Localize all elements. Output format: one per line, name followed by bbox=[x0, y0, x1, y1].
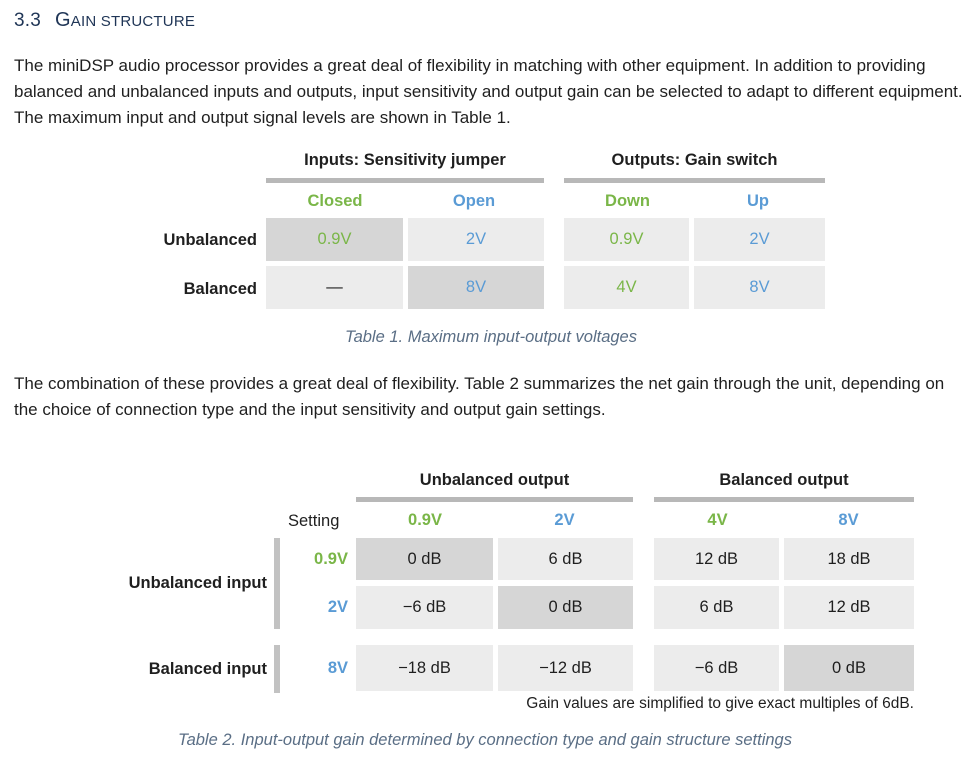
table2-unbalanced-bracket bbox=[274, 538, 280, 629]
table2-col-4v: 4V bbox=[707, 511, 728, 529]
table1-outputs-group-title: Outputs: Gain switch bbox=[611, 151, 778, 169]
table2-unbalanced-group-title: Unbalanced output bbox=[419, 471, 570, 489]
table2-sub-8v: 8V bbox=[327, 659, 348, 677]
table2-cell: 0 dB bbox=[356, 538, 493, 580]
table2-sub-2v: 2V bbox=[327, 598, 348, 616]
combination-paragraph: The combination of these provides a grea… bbox=[14, 374, 945, 419]
table2-cell: 0 dB bbox=[784, 645, 914, 691]
table2-cell: 12 dB bbox=[654, 538, 779, 580]
table2-setting-label: Setting bbox=[288, 512, 340, 530]
table2-cell: 0 dB bbox=[498, 586, 633, 629]
table2-cell: 18 dB bbox=[784, 538, 914, 580]
table2-col-8v: 8V bbox=[838, 511, 859, 529]
section-heading: 3.3 GAIN STRUCTURE bbox=[14, 9, 195, 32]
table1-outputs-group-rule bbox=[564, 178, 825, 183]
table1-cell: 0.9V bbox=[266, 218, 403, 261]
table2-row-unbalanced-input: Unbalanced input bbox=[128, 574, 267, 592]
table2-balanced-group-title: Balanced output bbox=[719, 471, 849, 489]
table1-col-open: Open bbox=[452, 192, 496, 210]
table2-cell: −12 dB bbox=[498, 645, 633, 691]
table2-cell: 12 dB bbox=[784, 586, 914, 629]
table1-row-balanced: Balanced bbox=[183, 280, 257, 298]
table1-cell: — bbox=[266, 266, 403, 309]
table1-cell: 8V bbox=[408, 266, 544, 309]
table1-col-up: Up bbox=[747, 192, 769, 210]
table1-row-unbalanced: Unbalanced bbox=[163, 231, 257, 249]
section-title-initial: G bbox=[55, 9, 71, 31]
section-title-rest: AIN STRUCTURE bbox=[70, 13, 196, 30]
table2-cell: −6 dB bbox=[356, 586, 493, 629]
table1-cell: 8V bbox=[694, 266, 825, 309]
table1-cell: 0.9V bbox=[564, 218, 689, 261]
table2-balanced-bracket bbox=[274, 645, 280, 693]
section-number: 3.3 bbox=[14, 10, 42, 31]
table2-col-2v: 2V bbox=[554, 511, 575, 529]
table2-unbalanced-group-rule bbox=[356, 497, 633, 502]
table1-cell: 2V bbox=[694, 218, 825, 261]
table1-inputs-group-title: Inputs: Sensitivity jumper bbox=[304, 151, 506, 169]
table2-footnote: Gain values are simplified to give exact… bbox=[526, 695, 914, 712]
table1-col-down: Down bbox=[605, 192, 650, 210]
table1-cell: 2V bbox=[408, 218, 544, 261]
table2-cell: 6 dB bbox=[498, 538, 633, 580]
table1-inputs-group-rule bbox=[266, 178, 544, 183]
table2-caption: Table 2. Input-output gain determined by… bbox=[178, 731, 792, 749]
table2-row-balanced-input: Balanced input bbox=[148, 660, 267, 678]
intro-paragraph: The miniDSP audio processor provides a g… bbox=[14, 56, 963, 127]
table1-col-closed: Closed bbox=[307, 192, 363, 210]
table2-col-0-9v: 0.9V bbox=[408, 511, 442, 529]
table2-cell: −6 dB bbox=[654, 645, 779, 691]
table2-balanced-group-rule bbox=[654, 497, 914, 502]
table2-cell: −18 dB bbox=[356, 645, 493, 691]
table2-sub-0-9v: 0.9V bbox=[314, 550, 348, 568]
table1-caption: Table 1. Maximum input-output voltages bbox=[345, 328, 637, 346]
table2-cell: 6 dB bbox=[654, 586, 779, 629]
table1-cell: 4V bbox=[564, 266, 689, 309]
